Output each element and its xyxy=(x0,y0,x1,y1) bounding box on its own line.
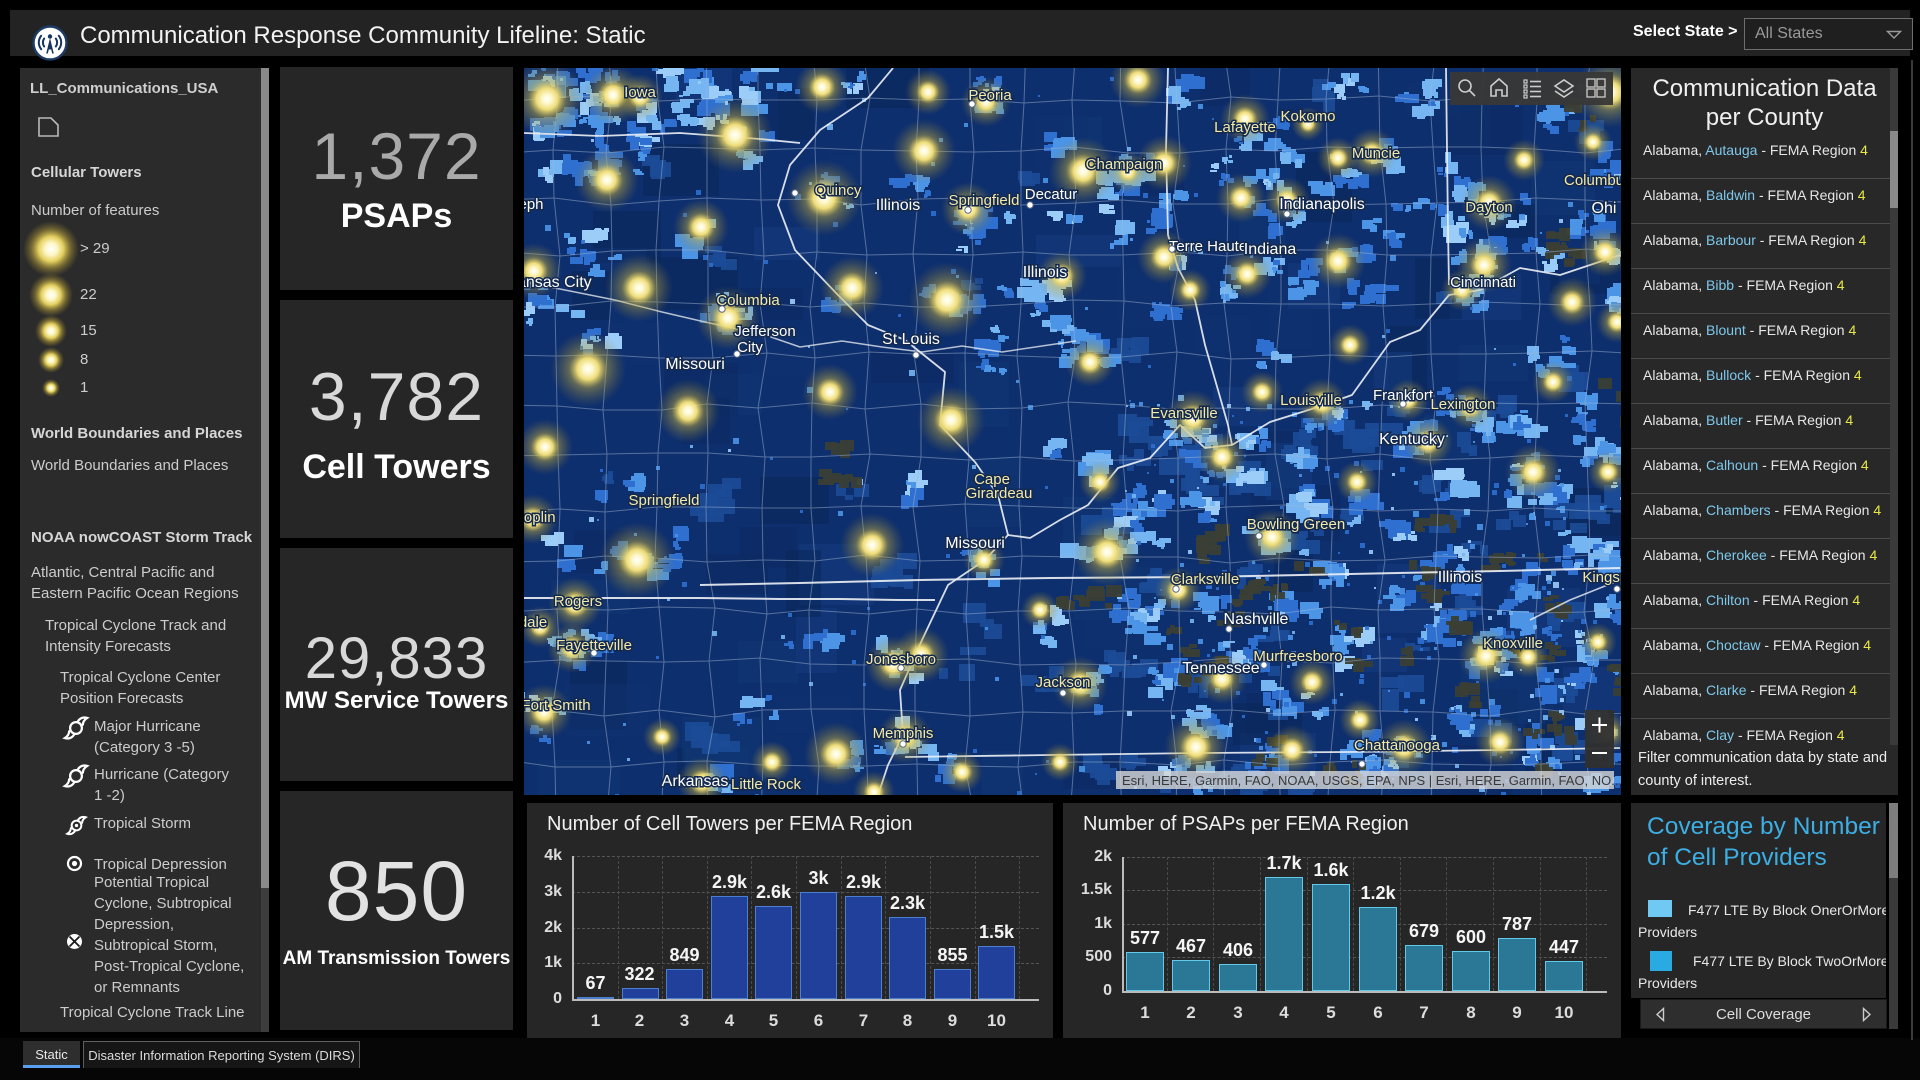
svg-text:Fort Smith: Fort Smith xyxy=(524,697,591,714)
svg-text:Illinois: Illinois xyxy=(1438,569,1482,586)
svg-text:Evansville: Evansville xyxy=(1150,405,1218,422)
svg-text:Ohi: Ohi xyxy=(1592,200,1617,217)
svg-text:Chattanooga: Chattanooga xyxy=(1354,737,1441,754)
svg-text:Muncie: Muncie xyxy=(1352,145,1400,162)
svg-text:Springfield: Springfield xyxy=(629,492,700,509)
svg-text:Esri, HERE, Garmin, FAO, NOAA,: Esri, HERE, Garmin, FAO, NOAA, USGS, EPA… xyxy=(1122,773,1621,788)
svg-text:Kokomo: Kokomo xyxy=(1280,108,1335,125)
svg-text:Indiana: Indiana xyxy=(1244,241,1297,258)
svg-text:Jonesboro: Jonesboro xyxy=(866,651,936,668)
svg-text:Nashville: Nashville xyxy=(1224,611,1289,628)
svg-text:Frankfort: Frankfort xyxy=(1373,387,1434,404)
svg-text:Little Rock: Little Rock xyxy=(731,776,802,793)
svg-text:Rogers: Rogers xyxy=(554,593,602,610)
svg-text:Decatur: Decatur xyxy=(1025,186,1078,203)
svg-text:Cape: Cape xyxy=(974,471,1010,488)
svg-text:Columbia: Columbia xyxy=(716,292,780,309)
svg-text:Illinois: Illinois xyxy=(1023,264,1067,281)
svg-text:Champaign: Champaign xyxy=(1086,156,1163,173)
svg-text:Joplin: Joplin xyxy=(524,509,556,526)
svg-text:Lafayette: Lafayette xyxy=(1214,119,1276,136)
svg-text:City: City xyxy=(737,339,763,356)
svg-text:Iowa: Iowa xyxy=(624,84,656,101)
svg-text:dale: dale xyxy=(524,614,547,631)
svg-text:Knoxville: Knoxville xyxy=(1483,635,1543,652)
svg-text:Kansas City: Kansas City xyxy=(524,274,592,291)
svg-text:Springfield: Springfield xyxy=(949,192,1020,209)
svg-text:Girardeau: Girardeau xyxy=(966,485,1033,502)
svg-text:Quincy: Quincy xyxy=(815,182,862,199)
svg-text:Jackson: Jackson xyxy=(1035,674,1090,691)
svg-text:Kentucky: Kentucky xyxy=(1379,431,1445,448)
svg-text:Arkansas: Arkansas xyxy=(662,773,729,790)
svg-text:Bowling Green: Bowling Green xyxy=(1247,516,1345,533)
svg-text:Terre Haute: Terre Haute xyxy=(1169,238,1247,255)
svg-text:Cincinnati: Cincinnati xyxy=(1450,274,1516,291)
svg-text:eph: eph xyxy=(524,196,544,213)
svg-text:Indianapolis: Indianapolis xyxy=(1279,196,1364,213)
svg-text:St Louis: St Louis xyxy=(882,331,940,348)
svg-text:Lexington: Lexington xyxy=(1430,396,1495,413)
svg-text:Murfreesboro: Murfreesboro xyxy=(1253,648,1342,665)
svg-text:Columbu: Columbu xyxy=(1564,172,1621,189)
svg-text:Louisville: Louisville xyxy=(1280,392,1342,409)
svg-text:Dayton: Dayton xyxy=(1465,199,1513,216)
svg-text:Peoria: Peoria xyxy=(968,87,1012,104)
svg-text:Illinois: Illinois xyxy=(876,197,920,214)
svg-text:Clarksville: Clarksville xyxy=(1171,571,1239,588)
svg-text:Missouri: Missouri xyxy=(945,535,1005,552)
svg-text:Kingsport: Kingsport xyxy=(1582,569,1621,586)
svg-text:Tennessee: Tennessee xyxy=(1182,660,1259,677)
svg-text:Fayetteville: Fayetteville xyxy=(556,637,632,654)
svg-text:Memphis: Memphis xyxy=(873,725,934,742)
svg-text:Missouri: Missouri xyxy=(665,356,725,373)
svg-text:Jefferson: Jefferson xyxy=(734,323,795,340)
